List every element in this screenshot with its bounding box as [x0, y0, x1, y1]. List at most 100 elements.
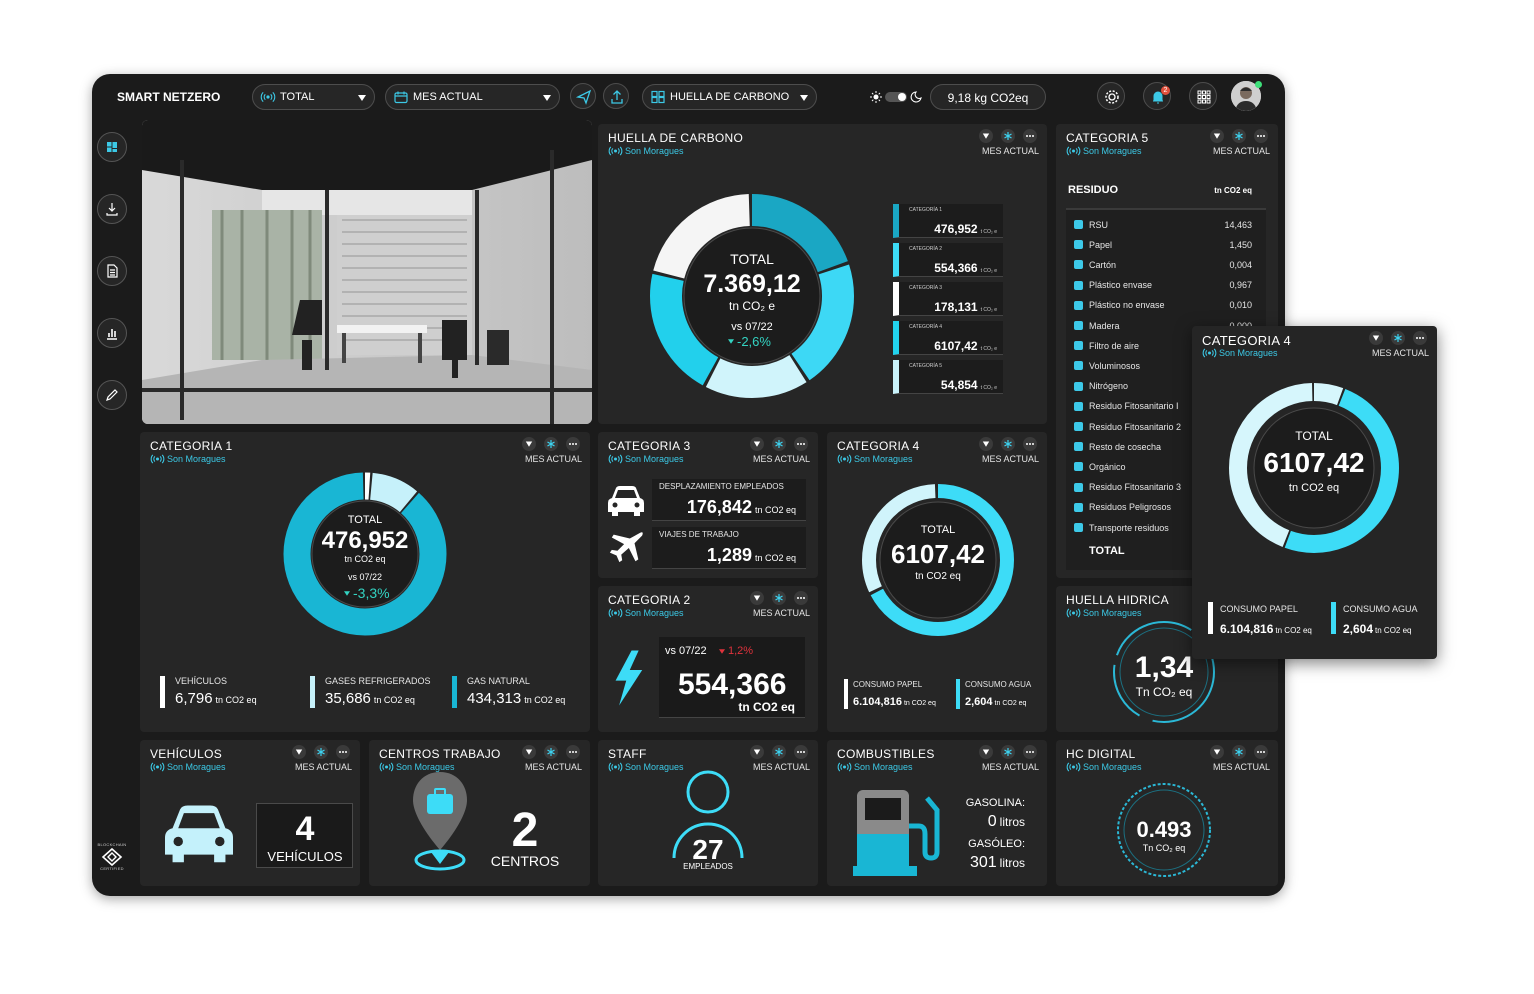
panel-actions-part	[800, 443, 802, 445]
button-icon	[575, 89, 592, 105]
row-swatch	[1074, 240, 1083, 250]
fuel-pump-part	[865, 798, 901, 820]
total-value: 6107,42	[891, 539, 985, 569]
trip-amount-unit: tn CO2 eq	[754, 553, 796, 563]
badge-top: BLOCKCHAIN	[97, 842, 127, 847]
sidebar-button[interactable]	[97, 194, 127, 224]
row-swatch	[1074, 321, 1083, 330]
item-bar	[160, 676, 165, 708]
category-amount: 476,952 t CO₂ e	[934, 223, 997, 235]
panel-actions-part	[339, 751, 341, 753]
row-name: Residuo Fitosanitario 3	[1089, 482, 1182, 493]
panel-actions-part	[1235, 748, 1243, 756]
icon-button[interactable]	[1189, 82, 1217, 110]
sidebar-icon-part	[107, 329, 117, 340]
pill-icon-part	[260, 92, 276, 102]
icon-button[interactable]	[603, 83, 629, 109]
change-arrow-part	[719, 649, 725, 654]
category-label: CATEGORÍA 4	[909, 324, 942, 330]
panel-actions-part	[1032, 751, 1034, 753]
office-scene-part	[262, 190, 472, 215]
item-label: GASES REFRIGERADOS	[325, 676, 431, 686]
row-name: Madera	[1089, 320, 1120, 331]
panel-actions-part	[803, 597, 805, 599]
filter-pill[interactable]: HUELLA DE CARBONO	[642, 84, 817, 110]
icon-button[interactable]: 2	[1143, 82, 1171, 110]
panel-actions-part	[575, 443, 577, 445]
item-amount-unit: tn CO2 eq	[1375, 626, 1412, 635]
panel-actions-part	[797, 443, 799, 445]
sidebar-button[interactable]	[97, 380, 127, 410]
location-icon	[608, 454, 623, 464]
sidebar-icon-part	[112, 149, 117, 152]
row-swatch	[1074, 401, 1083, 411]
water-ring	[1113, 621, 1215, 723]
location-icon-part	[614, 457, 617, 461]
fuel-amount-unit: litros	[999, 856, 1025, 870]
panel-title: CATEGORIA 2	[608, 593, 691, 607]
panel-actions-part	[295, 749, 303, 755]
item-bar	[844, 679, 848, 709]
digital-unit: Tn CO₂ eq	[1142, 843, 1186, 853]
status-dot	[1255, 81, 1262, 88]
car-illustration-part	[178, 813, 220, 829]
panel-actions	[979, 437, 1037, 451]
fuel-amount-value: 301	[969, 854, 997, 871]
water-ring-part	[1119, 627, 1209, 717]
water-value: 1,34	[1134, 651, 1194, 684]
water-unit: Tn CO₂ eq	[1135, 685, 1193, 699]
pill-icon-part	[651, 96, 658, 104]
icon-button[interactable]	[1097, 82, 1125, 110]
trip-amount: 1,289 tn CO2 eq	[707, 546, 796, 564]
location: Son Moragues	[1219, 348, 1278, 358]
location-icon-part	[614, 765, 617, 769]
person-icon-part	[672, 822, 744, 859]
trip-label: VIAJES DE TRABAJO	[659, 530, 739, 539]
panel-actions-part	[753, 749, 761, 755]
theme-toggle-part	[898, 93, 906, 101]
row-name: Resto de cosecha	[1089, 441, 1162, 452]
panel-title: CENTROS TRABAJO	[379, 747, 501, 761]
avatar[interactable]	[1231, 81, 1261, 111]
sidebar-button[interactable]	[97, 318, 127, 348]
popup-donut-part	[1229, 383, 1399, 553]
sidebar-button[interactable]	[97, 132, 127, 162]
row-name: Residuo Fitosanitario I	[1089, 401, 1179, 412]
category-amount-unit: t CO₂ e	[980, 385, 997, 391]
fuel-amount: 301 litros	[970, 855, 1025, 871]
location-icon	[1066, 608, 1081, 618]
item-label: VEHÍCULOS	[175, 676, 228, 686]
car-icon-part	[634, 502, 640, 508]
office-scene-part	[142, 150, 592, 424]
cat4-donut	[862, 484, 1014, 636]
sidebar-icon	[107, 264, 118, 278]
location-icon-part	[608, 762, 623, 772]
filter-pill[interactable]: 9,18 kg CO2eq	[930, 84, 1046, 110]
filter-pill[interactable]: MES ACTUAL	[385, 84, 560, 110]
change-arrow	[728, 339, 734, 344]
filter-pill[interactable]: TOTAL	[252, 84, 375, 110]
item-amount-value: 2,604	[965, 696, 993, 708]
sidebar-button[interactable]	[97, 256, 127, 286]
cat1-donut-part	[311, 500, 419, 608]
fuel-pump-part	[853, 866, 917, 876]
button-icon-part	[1206, 99, 1211, 104]
location-icon-part	[843, 457, 846, 461]
popup-donut-part	[1229, 383, 1399, 553]
trip-row: VIAJES DE TRABAJO 1,289 tn CO2 eq	[652, 527, 806, 569]
change-arrow	[719, 649, 725, 654]
panel-actions	[979, 129, 1037, 143]
notification-count: 2	[1163, 87, 1168, 94]
badge-bottom: CERTIFIED	[100, 866, 124, 871]
location-icon	[837, 762, 852, 772]
location-icon-part	[156, 457, 159, 461]
icon-button[interactable]	[570, 83, 596, 109]
category-chip: CATEGORÍA 3 178,131 t CO₂ e	[893, 282, 1003, 316]
category-amount-value: 476,952	[934, 222, 978, 236]
panel-actions-part	[569, 751, 571, 753]
centers-label: CENTROS	[490, 853, 560, 869]
location-icon-part	[608, 146, 623, 156]
count-value: 4	[295, 810, 315, 848]
staff-value: 27	[692, 834, 724, 865]
button-icon-part	[1153, 91, 1163, 104]
